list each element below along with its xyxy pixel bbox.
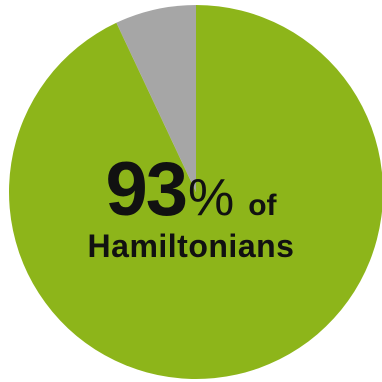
of-word: of: [248, 189, 277, 222]
percent-sign: %: [187, 169, 235, 227]
center-label-line1: 93% of: [0, 152, 382, 228]
percentage-value: 93: [105, 147, 188, 232]
subject-label: Hamiltonians: [87, 228, 295, 264]
pie-slice-1: [116, 5, 196, 192]
pie-slice-0: [9, 5, 382, 379]
